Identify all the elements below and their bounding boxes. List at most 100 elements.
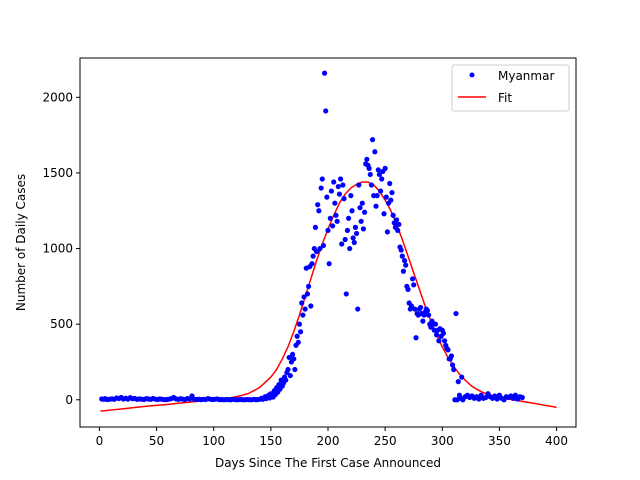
data-point [334,218,340,224]
data-point [411,282,417,288]
data-point [350,235,356,241]
y-tick-label: 500 [50,317,73,331]
data-point [348,193,354,199]
x-tick-label: 300 [431,434,454,448]
data-point [441,338,448,344]
data-point [332,200,338,206]
data-point [317,245,323,252]
data-point [494,396,500,402]
data-point [449,362,456,368]
data-point [440,330,447,336]
data-point [375,167,381,173]
data-point [372,149,378,155]
data-point [315,202,321,208]
data-point [401,258,408,264]
data-point [432,321,439,327]
data-point [296,321,303,327]
data-point [308,303,314,309]
data-point [381,211,387,217]
data-point [374,193,380,199]
x-tick-label: 0 [96,434,104,448]
data-point [373,203,379,209]
data-point [347,245,353,252]
data-point [433,332,440,338]
data-point [366,165,372,171]
data-point [297,329,304,335]
data-point [424,307,431,314]
data-point [396,221,402,227]
legend-marker-myanmar [469,72,475,78]
data-point [400,268,407,274]
data-point [519,394,525,401]
data-point [476,396,482,402]
data-point [364,156,370,162]
data-point [383,194,389,200]
data-point [304,291,311,297]
data-point [369,137,376,143]
data-point [453,310,459,317]
data-point [325,227,331,233]
data-point [343,291,349,297]
x-tick-label: 100 [202,434,225,448]
data-point [459,374,465,380]
data-point [349,208,355,214]
data-point [341,196,347,202]
data-point [376,171,383,178]
data-point [326,261,332,267]
data-point [355,306,361,312]
data-point [292,366,298,373]
data-point [336,191,343,197]
data-point [329,223,336,229]
legend-box [451,64,570,112]
data-point [339,241,345,247]
data-point [413,335,419,341]
data-point [300,312,306,318]
data-point [337,176,344,182]
data-point [302,306,308,312]
legend-label-fit: Fit [498,91,512,105]
data-point [390,212,396,218]
data-point [335,183,341,190]
data-point [344,227,351,233]
data-point [395,227,401,233]
y-axis-label: Number of Daily Cases [14,174,28,311]
myanmar-series [99,70,525,403]
data-point [436,338,442,344]
data-point [356,182,362,188]
data-point [313,248,320,255]
y-tick-label: 0 [65,393,73,407]
data-point [327,215,333,221]
data-point [377,188,384,194]
data-point [359,200,365,206]
data-point [283,377,289,383]
data-point [448,353,455,359]
data-point [320,242,327,249]
data-point [384,229,391,235]
data-point [305,283,312,289]
data-point [351,239,357,246]
x-tick-label: 50 [149,434,164,448]
data-point [285,366,291,373]
data-point [286,354,292,361]
x-tick-label: 200 [317,434,340,448]
data-point [412,306,418,312]
data-point [445,347,451,353]
y-axis-ticks: 0 500 1000 1500 2000 [42,90,80,407]
data-point [295,339,301,345]
data-point [312,224,319,230]
y-tick-label: 1500 [42,166,73,180]
data-point [417,304,424,311]
data-point [368,182,375,188]
data-point [310,253,316,259]
data-point [333,212,339,218]
data-point [379,176,385,182]
data-point [316,208,322,214]
data-point [388,197,394,203]
data-point [358,218,364,224]
x-tick-label: 250 [374,434,397,448]
data-point [342,236,348,243]
data-point [324,194,330,200]
data-point [409,276,416,282]
data-point [328,188,335,194]
data-point [389,189,395,196]
